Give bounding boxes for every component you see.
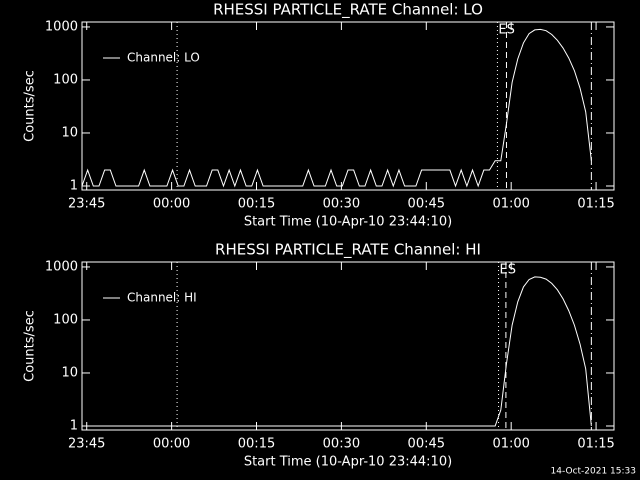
x-tick-label: 00:00 [153,197,190,212]
y-tick-label: 1000 [45,19,78,34]
chart-title: RHESSI PARTICLE_RATE Channel: HI [215,241,481,260]
x-tick-label: 00:15 [238,437,275,452]
legend-label: Channel: LO [127,51,200,65]
plot-frame [81,261,615,431]
y-tick-label: 10 [61,125,78,140]
y-tick-label: 100 [53,312,78,327]
chart-title: RHESSI PARTICLE_RATE Channel: LO [213,1,483,20]
y-axis-label: Counts/sec [23,310,38,382]
x-axis-label: Start Time (10-Apr-10 23:44:10) [244,215,452,230]
y-tick-label: 10 [61,365,78,380]
y-tick-label: 100 [53,72,78,87]
x-tick-label: 00:45 [408,437,445,452]
x-tick-label: 01:15 [577,437,614,452]
series-line [82,276,592,427]
x-axis-label: Start Time (10-Apr-10 23:44:10) [244,455,452,470]
plot-frame [81,21,615,191]
x-tick-label: 01:15 [577,197,614,212]
x-tick-label: 23:45 [68,437,105,452]
x-tick-label: 01:00 [492,197,529,212]
x-tick-label: 00:45 [408,197,445,212]
series-line [81,28,592,188]
marker-label: ES [500,263,516,278]
x-tick-label: 00:30 [323,197,360,212]
y-tick-label: 1 [70,418,78,433]
footer-date: 14-Oct-2021 15:33 [551,467,636,477]
legend-label: Channel: HI [127,291,197,305]
x-tick-label: 01:00 [492,437,529,452]
y-tick-label: 1000 [45,259,78,274]
x-tick-label: 00:30 [323,437,360,452]
y-axis-label: Counts/sec [23,70,38,142]
x-tick-label: 00:15 [238,197,275,212]
x-tick-label: 00:00 [153,437,190,452]
y-tick-label: 1 [70,178,78,193]
marker-label: ES [498,23,514,38]
x-tick-label: 23:45 [68,197,105,212]
